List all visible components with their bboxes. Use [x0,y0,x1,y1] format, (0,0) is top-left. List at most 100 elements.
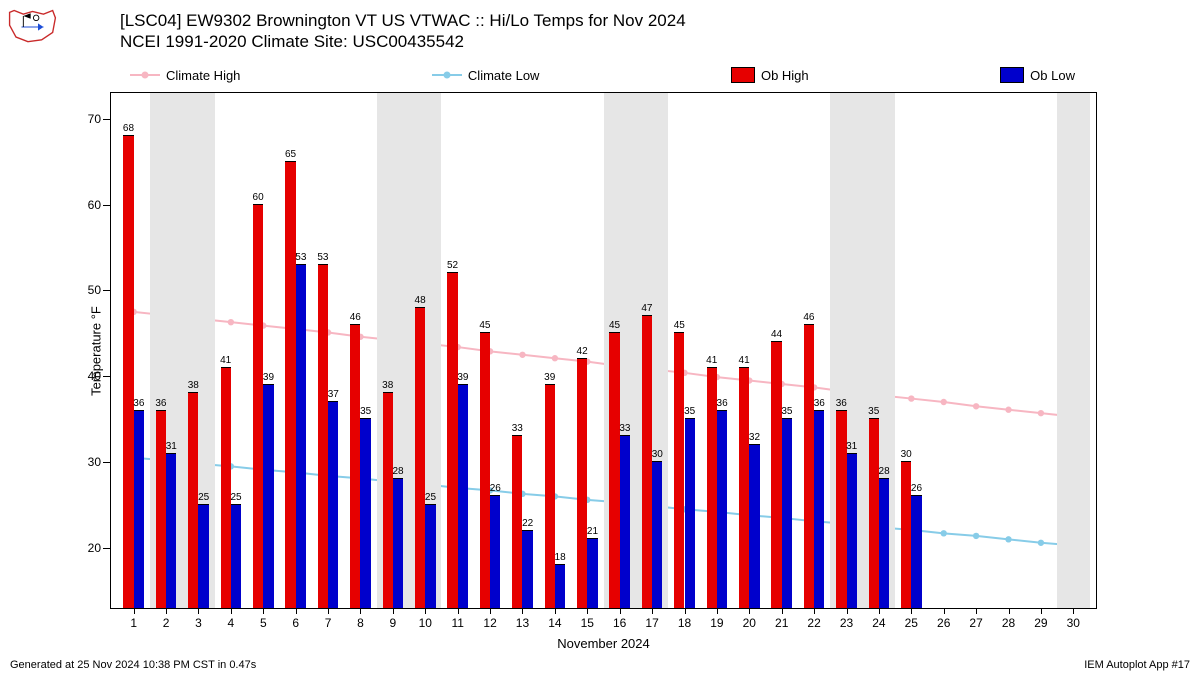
x-tick [782,608,783,614]
y-tick [103,119,111,120]
ob-high-bar [577,358,587,608]
x-tick [685,608,686,614]
title-line2: NCEI 1991-2020 Climate Site: USC00435542 [120,31,686,52]
x-tick-label: 16 [613,616,626,630]
ob-high-bar [869,418,879,608]
x-tick [976,608,977,614]
chart-title: [LSC04] EW9302 Brownington VT US VTWAC :… [120,10,686,53]
ob-high-label: 36 [155,398,166,409]
ob-low-label: 25 [231,492,242,503]
ob-low-bar [555,564,565,608]
ob-high-bar [512,435,522,608]
ob-high-label: 68 [123,123,134,134]
ob-low-bar [587,538,597,608]
ob-high-label: 53 [317,252,328,263]
ob-low-label: 35 [781,406,792,417]
ob-low-bar [263,384,273,608]
ob-low-bar [652,461,662,608]
ob-low-label: 18 [555,552,566,563]
ob-high-label: 33 [512,423,523,434]
ob-high-bar [350,324,360,608]
ob-low-label: 28 [393,466,404,477]
ob-low-bar [911,495,921,608]
x-tick-label: 13 [516,616,529,630]
x-tick [134,608,135,614]
ob-high-label: 38 [382,380,393,391]
x-tick-label: 9 [390,616,397,630]
ob-low-label: 39 [457,372,468,383]
x-tick [555,608,556,614]
ob-high-label: 46 [350,312,361,323]
x-tick-label: 18 [678,616,691,630]
ob-high-label: 45 [609,320,620,331]
ob-high-bar [707,367,717,608]
ob-high-label: 48 [415,295,426,306]
x-tick [652,608,653,614]
ob-high-label: 36 [836,398,847,409]
y-tick [103,462,111,463]
x-tick [911,608,912,614]
x-tick-label: 14 [548,616,561,630]
x-tick-label: 7 [325,616,332,630]
x-tick [490,608,491,614]
x-tick [620,608,621,614]
ob-high-label: 39 [544,372,555,383]
ob-low-label: 36 [814,398,825,409]
legend-label: Ob High [761,68,809,83]
ob-low-label: 22 [522,518,533,529]
x-tick-label: 17 [645,616,658,630]
x-tick [393,608,394,614]
ob-low-bar [425,504,435,608]
ob-low-label: 36 [133,398,144,409]
x-tick-label: 8 [357,616,364,630]
y-tick-label: 50 [88,283,101,297]
x-tick [360,608,361,614]
ob-high-bar [739,367,749,608]
x-tick-label: 6 [292,616,299,630]
ob-high-bar [642,315,652,608]
ob-high-bar [674,332,684,608]
x-tick [166,608,167,614]
legend-climate-low: Climate Low [432,68,540,83]
y-tick-label: 60 [88,198,101,212]
ob-high-label: 30 [901,449,912,460]
x-tick [1073,608,1074,614]
ob-low-label: 31 [166,441,177,452]
ob-low-bar [360,418,370,608]
ob-high-label: 45 [674,320,685,331]
ob-low-label: 31 [846,441,857,452]
legend: Climate High Climate Low Ob High Ob Low [110,62,1095,93]
x-tick [944,608,945,614]
ob-low-label: 21 [587,526,598,537]
x-tick-label: 11 [451,616,463,630]
ob-high-label: 44 [771,329,782,340]
footer-app: IEM Autoplot App #17 [1084,659,1190,671]
y-tick-label: 30 [88,455,101,469]
ob-high-label: 42 [577,346,588,357]
ob-high-bar [285,161,295,608]
ob-low-bar [814,410,824,608]
ob-low-bar [490,495,500,608]
ob-high-bar [415,307,425,608]
y-tick-label: 20 [88,541,101,555]
ob-low-bar [166,453,176,609]
ob-high-label: 38 [188,380,199,391]
x-tick [587,608,588,614]
x-tick [263,608,264,614]
y-tick [103,205,111,206]
ob-low-label: 37 [328,389,339,400]
legend-label: Ob Low [1030,68,1075,83]
ob-low-bar [749,444,759,608]
ob-high-label: 45 [479,320,490,331]
ob-high-bar [545,384,555,608]
ob-low-bar [134,410,144,608]
ob-low-bar [296,264,306,608]
legend-ob-high: Ob High [731,67,809,83]
ob-high-label: 52 [447,260,458,271]
x-tick-label: 5 [260,616,267,630]
ob-low-bar [685,418,695,608]
ob-low-label: 35 [684,406,695,417]
ob-low-label: 32 [749,432,760,443]
x-tick [1041,608,1042,614]
ob-high-label: 35 [868,406,879,417]
